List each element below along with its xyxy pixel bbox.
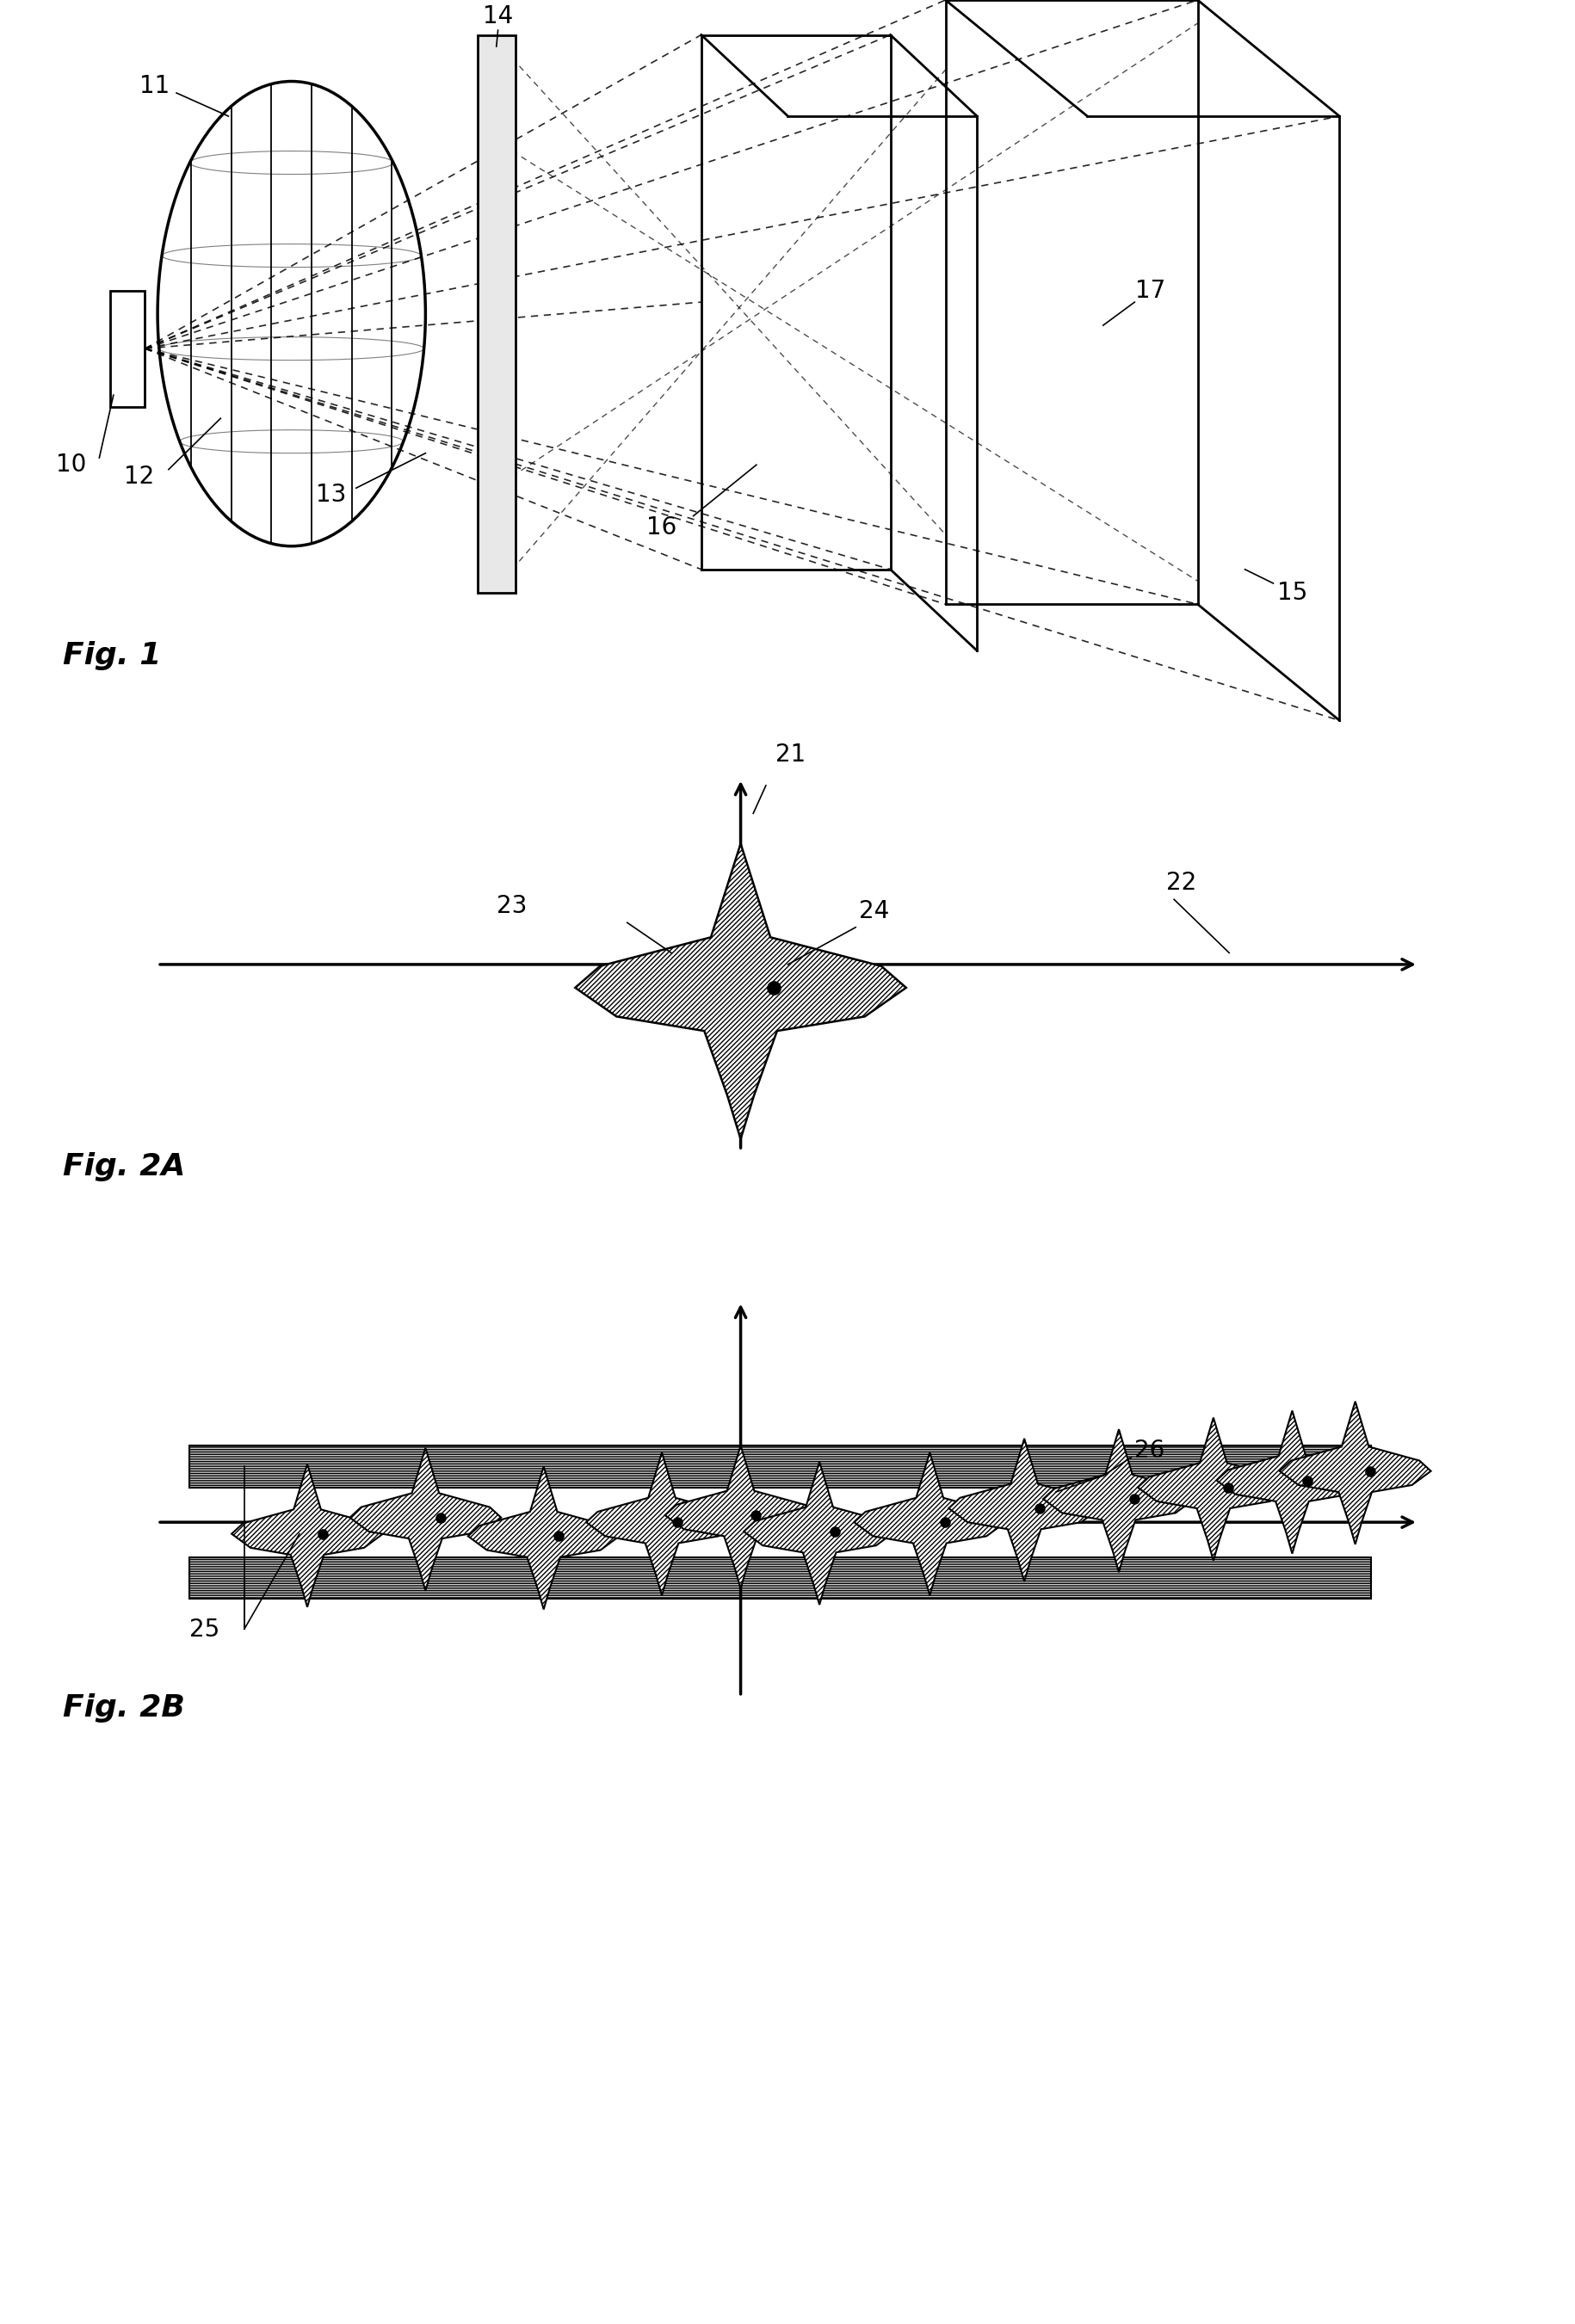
Polygon shape (232, 1464, 383, 1608)
Polygon shape (1043, 1429, 1194, 1571)
Text: 17: 17 (1134, 279, 1166, 302)
Polygon shape (189, 1446, 1370, 1487)
Polygon shape (1216, 1411, 1367, 1552)
Text: 15: 15 (1276, 581, 1307, 604)
Text: Fig. 1: Fig. 1 (63, 641, 161, 669)
Text: 22: 22 (1166, 872, 1195, 895)
Text: 10: 10 (55, 453, 87, 476)
Polygon shape (1137, 1418, 1288, 1562)
Text: 21: 21 (775, 744, 805, 767)
Polygon shape (477, 35, 515, 593)
Polygon shape (854, 1452, 1005, 1594)
Text: Fig. 2A: Fig. 2A (63, 1153, 186, 1181)
Polygon shape (189, 1557, 1370, 1599)
Text: 23: 23 (496, 895, 526, 918)
Polygon shape (1279, 1401, 1430, 1543)
Polygon shape (350, 1448, 501, 1590)
Polygon shape (575, 844, 906, 1139)
Text: 11: 11 (139, 74, 170, 98)
Text: 13: 13 (315, 483, 346, 507)
Text: 16: 16 (646, 516, 677, 539)
Polygon shape (110, 290, 145, 407)
Polygon shape (468, 1466, 619, 1608)
Polygon shape (586, 1452, 737, 1594)
Polygon shape (948, 1439, 1099, 1580)
Text: Fig. 2B: Fig. 2B (63, 1694, 184, 1722)
Text: 12: 12 (123, 465, 154, 488)
Polygon shape (665, 1446, 816, 1590)
Text: 26: 26 (1134, 1439, 1164, 1462)
Text: 14: 14 (482, 5, 513, 28)
Text: 25: 25 (189, 1618, 219, 1641)
Polygon shape (743, 1462, 895, 1604)
Text: 24: 24 (858, 899, 888, 923)
